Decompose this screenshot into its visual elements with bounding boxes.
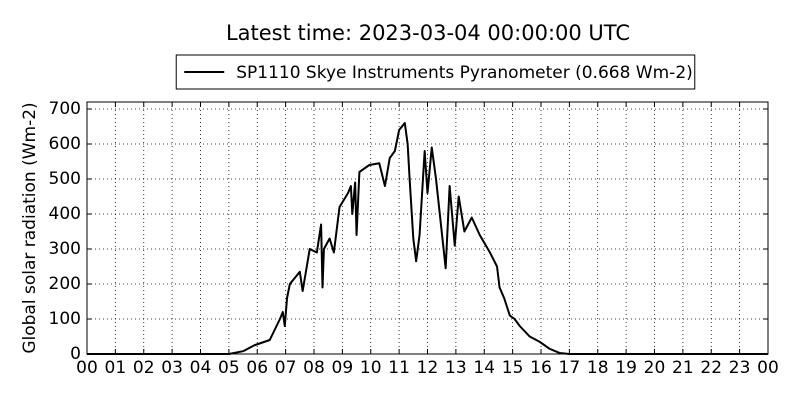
y-tick-label: 0 (70, 344, 81, 364)
x-tick-label: 05 (218, 358, 240, 378)
x-tick-label: 17 (559, 358, 581, 378)
x-tick-label: 00 (76, 358, 98, 378)
x-tick-label: 10 (360, 358, 382, 378)
y-tick-label: 100 (49, 309, 81, 329)
x-tick-label: 13 (445, 358, 467, 378)
x-tick-label: 16 (530, 358, 552, 378)
x-tick-label: 08 (303, 358, 325, 378)
x-tick-label: 22 (700, 358, 722, 378)
x-tick-label: 01 (105, 358, 127, 378)
x-tick-label: 11 (388, 358, 410, 378)
x-tick-label: 18 (587, 358, 609, 378)
x-tick-label: 06 (246, 358, 268, 378)
x-tick-label: 03 (161, 358, 183, 378)
x-tick-label: 09 (332, 358, 354, 378)
x-tick-label: 20 (644, 358, 666, 378)
y-axis-label: Global solar radiation (Wm-2) (20, 102, 40, 353)
y-tick-label: 700 (49, 99, 81, 119)
y-tick-label: 300 (49, 239, 81, 259)
x-tick-label: 21 (672, 358, 694, 378)
x-tick-label: 19 (615, 358, 637, 378)
legend-label: SP1110 Skye Instruments Pyranometer (0.6… (236, 63, 693, 83)
y-tick-label: 200 (49, 274, 81, 294)
x-tick-label: 02 (133, 358, 155, 378)
y-tick-label: 400 (49, 204, 81, 224)
x-tick-label: 04 (190, 358, 212, 378)
x-tick-label: 15 (502, 358, 524, 378)
data-line (87, 122, 768, 355)
x-tick-label: 14 (473, 358, 495, 378)
x-tick-label: 12 (417, 358, 439, 378)
x-tick-label: 07 (275, 358, 297, 378)
y-tick-label: 600 (49, 134, 81, 154)
chart-title: Latest time: 2023-03-04 00:00:00 UTC (226, 21, 630, 45)
plot-frame (86, 101, 769, 355)
x-tick-label: 00 (757, 358, 779, 378)
legend-box (175, 54, 696, 90)
y-tick-label: 500 (49, 169, 81, 189)
x-tick-label: 23 (729, 358, 751, 378)
